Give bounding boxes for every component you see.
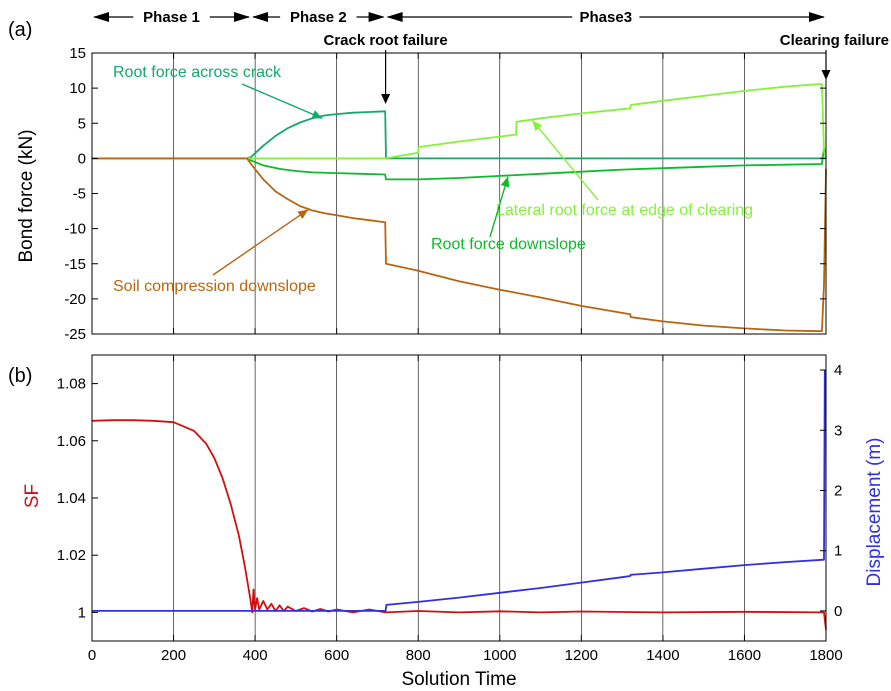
panel-b-ylabel-displacement: Displacement (m) [864, 438, 885, 587]
phase-label-phase3: Phase3 [580, 9, 633, 26]
panel-b-xtick-label: 400 [243, 647, 268, 664]
series-lateral-root-force-at-edge-of-clearing [92, 83, 827, 160]
phase-arrowhead-right [234, 12, 251, 22]
panel-b-xtick-label: 600 [324, 647, 349, 664]
panel-b-xtick-label: 0 [88, 647, 96, 664]
panel-a-ytick-label: 15 [69, 45, 86, 62]
annotation-root-force-across-crack: Root force across crack [113, 64, 282, 81]
annotation-arrow-line [531, 119, 599, 201]
panel-b-xtick-label: 1600 [728, 647, 761, 664]
annotation-arrow-head [297, 209, 309, 220]
panel-b-y2tick-label: 3 [834, 422, 842, 439]
panel-b-frame [91, 354, 827, 642]
annotation-arrow-head [500, 176, 510, 188]
annotation-arrow-line [241, 83, 323, 119]
phase-header: Phase 1 Phase 2 Phase3 [93, 9, 825, 26]
annotation-soil-compression-downslope: Soil compression downslope [113, 278, 316, 295]
event-arrow-head [381, 94, 391, 104]
phase-arrowhead-left [252, 12, 269, 22]
annotation-arrow-head [311, 110, 323, 119]
panel-b-xtick-label: 800 [406, 647, 431, 664]
panel-a-ytick-label: 0 [78, 150, 86, 167]
phase-arrowhead-right [368, 12, 385, 22]
panel-b-ytick-label: 1.02 [57, 547, 86, 564]
panel-b-ytick-label: 1 [78, 604, 86, 621]
series-root-force-across-crack [92, 110, 826, 160]
series-root-force-downslope [92, 146, 827, 181]
phase-label-phase-2: Phase 2 [290, 9, 347, 26]
panel-a-ytick-label: -25 [64, 326, 86, 343]
panel-b-xtick-label: 1400 [646, 647, 679, 664]
event-label-crack-root-failure: Crack root failure [323, 32, 447, 49]
phase-label-phase-1: Phase 1 [143, 9, 200, 26]
panel-a-ytick-label: 10 [69, 80, 86, 97]
panel-b-xtick-label: 1000 [483, 647, 516, 664]
panel-a-ytick-label: -15 [64, 256, 86, 273]
panel-a-label: (a) [8, 19, 32, 41]
phase-arrowhead-left [386, 12, 403, 22]
annotation-arrow-line [489, 176, 509, 238]
annotation-lateral-root-force-at-edge-of-clearing: Lateral root force at edge of clearing [496, 202, 753, 219]
annotation-arrow-line [212, 209, 309, 276]
panel-b-sf-displacement: (b) SF Displacement (m) Solution Time 1 1… [8, 354, 885, 690]
panel-b-y2tick-label: 0 [834, 603, 842, 620]
panel-b-y2tick-label: 4 [834, 362, 842, 379]
series-soil-compression-downslope [92, 157, 827, 333]
panel-b-xlabel: Solution Time [401, 669, 516, 690]
panel-b-xtick-label: 1200 [565, 647, 598, 664]
panel-b-ytick-label: 1.08 [57, 376, 86, 393]
panel-b-xtick-label: 1800 [809, 647, 842, 664]
phase-arrowhead-left [93, 12, 109, 22]
panel-a-frame [91, 52, 827, 335]
panel-b-ytick-label: 1.04 [57, 490, 86, 507]
panel-b-ytick-label: 1.06 [57, 433, 86, 450]
phase-arrowhead-right [809, 12, 825, 22]
panel-b-xtick-label: 200 [161, 647, 186, 664]
event-label-clearing-failure: Clearing failure [780, 32, 889, 49]
series-displacement [92, 370, 826, 612]
panel-a-bond-force: (a) Bond force (kN) -25 -20 -15 -10 -5 0 5 10 15… [8, 19, 889, 343]
panel-b-y2tick-label: 1 [834, 543, 842, 560]
panel-a-ytick-label: -10 [64, 221, 86, 238]
panel-b-ylabel-sf: SF [22, 484, 43, 508]
panel-a-ytick-label: 5 [78, 115, 86, 132]
panel-a-ytick-label: -20 [64, 291, 86, 308]
panel-a-ytick-label: -5 [73, 186, 86, 203]
panel-a-ylabel: Bond force (kN) [16, 129, 37, 262]
annotation-root-force-downslope: Root force downslope [431, 236, 586, 253]
annotation-arrow-head [532, 120, 543, 132]
panel-b-label: (b) [8, 365, 32, 387]
panel-b-y2tick-label: 2 [834, 482, 842, 499]
